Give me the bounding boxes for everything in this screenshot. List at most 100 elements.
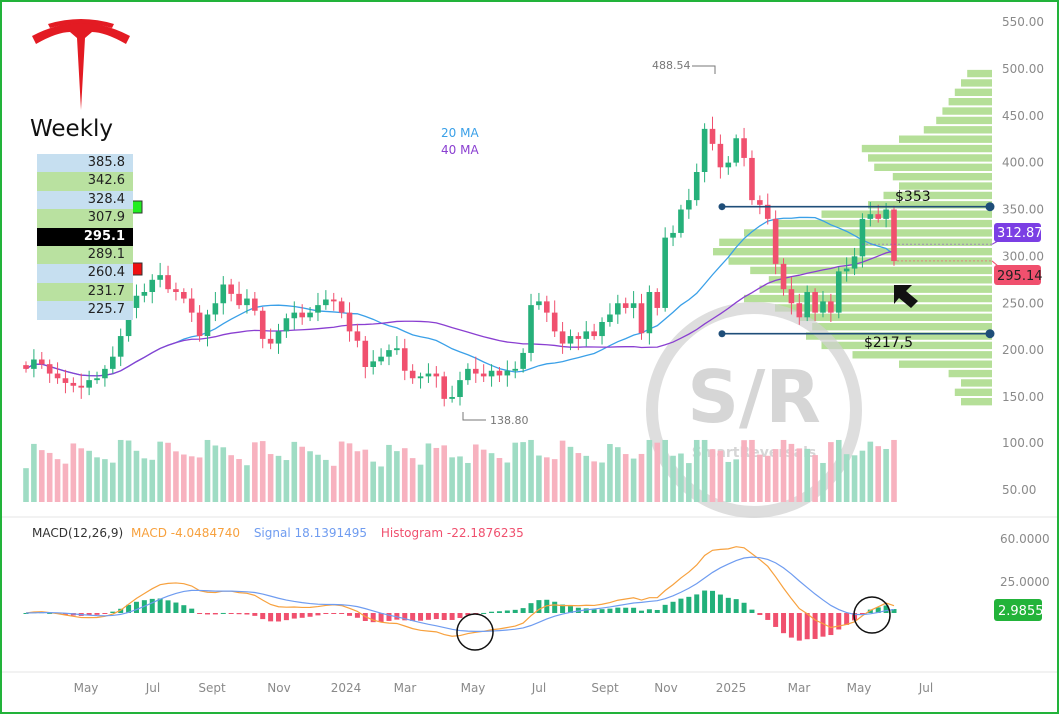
volume-bar [638, 453, 645, 502]
candle-body [181, 292, 187, 299]
volume-bar [457, 456, 463, 502]
candle-body [441, 376, 448, 399]
ma20-label: 20 MA [441, 126, 479, 140]
macd-histogram-bar [465, 613, 471, 616]
candle-body [480, 373, 487, 377]
macd-histogram-bar [220, 612, 226, 614]
macd-histogram-bar [181, 605, 187, 613]
candle-body [670, 232, 676, 238]
volume-bar [38, 450, 45, 502]
volume-profile-bar [750, 266, 992, 275]
volume-bar [709, 449, 716, 502]
volume-profile-bar [874, 163, 992, 171]
macd-histogram-bar [623, 607, 629, 613]
level-row: 231.7 [37, 282, 133, 302]
macd-histogram-bar [62, 613, 68, 615]
macd-histogram-bar [402, 613, 408, 621]
volume-bar [433, 447, 440, 502]
volume-profile-bar [812, 323, 992, 331]
macd-histogram-bar [110, 611, 116, 613]
ma-price-tag-text: 312.87 [997, 226, 1043, 241]
volume-bar [94, 457, 100, 502]
volume-profile-bar [967, 69, 992, 78]
macd-histogram-bar [173, 602, 179, 613]
volume-bar [780, 439, 787, 502]
volume-bar [804, 448, 810, 502]
high-label: 488.54 [652, 59, 691, 72]
candle-body [204, 314, 211, 337]
volume-bar [378, 466, 384, 502]
volume-bar [259, 441, 266, 502]
volume-bar [149, 459, 156, 502]
candle-body [733, 138, 739, 163]
macd-histogram-bar [276, 613, 282, 622]
macd-histogram-bar [694, 594, 700, 613]
macd-name: MACD(12,26,9) [32, 526, 124, 540]
crossover-circle [853, 596, 891, 634]
volume-bar [54, 459, 61, 502]
candle-body [449, 397, 455, 399]
macd-histogram-bar [796, 613, 802, 641]
candle-body [394, 348, 400, 351]
candle-body [70, 382, 77, 386]
volume-bar [394, 451, 400, 502]
macd-value-tag [994, 599, 1042, 621]
level-row: 307.9 [37, 209, 133, 228]
candle-body [591, 331, 597, 337]
volume-bar [472, 444, 479, 502]
candle-body [141, 292, 148, 296]
volume-bar [141, 458, 148, 502]
volume-bar [181, 454, 187, 502]
macd-histogram-bar [749, 609, 755, 613]
volume-bar [733, 459, 739, 502]
price-tick: 350.00 [1002, 203, 1044, 217]
candle-body [544, 301, 550, 313]
volume-bar [307, 451, 313, 502]
candle-body [835, 271, 842, 313]
volume-bar [725, 461, 732, 502]
macd-histogram-bar [489, 611, 495, 613]
volume-tick: 50.00 [1002, 483, 1036, 497]
histogram-value: Histogram -22.1876235 [380, 526, 524, 540]
volume-profile-bar [899, 360, 992, 368]
macd-histogram-bar [567, 606, 573, 613]
volume-bar [480, 449, 487, 502]
volume-bar [110, 462, 116, 502]
macd-histogram-bar [386, 613, 392, 621]
macd-histogram-bar [118, 608, 124, 613]
macd-histogram-bar [149, 598, 155, 613]
macd-histogram-bar [591, 609, 597, 613]
macd-histogram-bar [717, 594, 723, 613]
candle-body [244, 298, 250, 306]
candle-body [654, 292, 661, 308]
candle-body [764, 204, 771, 219]
last-price-tag-text: 295.14 [997, 269, 1043, 284]
candle-body [173, 289, 179, 292]
price-tick: 150.00 [1002, 390, 1044, 404]
volume-profile-bar [948, 98, 992, 106]
ma40-label: 40 MA [441, 143, 479, 157]
volume-bar [236, 459, 242, 502]
macd-histogram-bar [228, 613, 234, 614]
candle-body [488, 370, 495, 377]
candle-body [307, 312, 313, 318]
macd-histogram-bar [828, 613, 834, 636]
candle-body [94, 378, 100, 381]
volume-profile-bar [713, 248, 992, 256]
candle-body [102, 368, 108, 379]
candle-body [401, 348, 408, 371]
candle-body [259, 310, 266, 339]
candle-body [599, 322, 605, 337]
macd-histogram-bar [686, 596, 692, 613]
volume-bar [693, 439, 700, 502]
macd-histogram-bar [820, 613, 826, 637]
price-tick: 400.00 [1002, 156, 1044, 170]
last-price-tag [994, 265, 1041, 285]
macd-histogram-bar [836, 613, 842, 630]
candle-body [54, 373, 61, 379]
volume-profile-bar [806, 332, 992, 340]
macd-histogram-bar [339, 613, 345, 614]
candle-body [133, 295, 140, 308]
volume-profile-bar [861, 144, 992, 153]
